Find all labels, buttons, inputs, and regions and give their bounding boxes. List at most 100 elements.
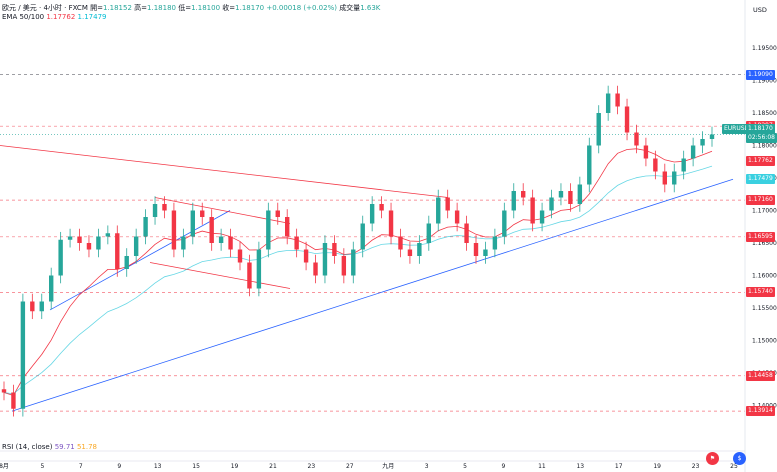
price-tag[interactable]: 1.17762 bbox=[746, 155, 775, 166]
candle-body bbox=[360, 223, 365, 250]
currency-label[interactable]: USD bbox=[753, 6, 767, 14]
candle-body bbox=[672, 171, 677, 185]
y-tick-label: 1.15500 bbox=[752, 305, 777, 312]
x-tick-label: 7 bbox=[79, 463, 83, 470]
candle-body bbox=[181, 236, 186, 250]
candle-body bbox=[332, 243, 337, 256]
candle-body bbox=[285, 217, 290, 237]
candle-body bbox=[228, 236, 233, 250]
candle-body bbox=[11, 392, 16, 409]
candle-body bbox=[247, 262, 252, 289]
price-tag[interactable]: EURUSD bbox=[722, 124, 752, 135]
candle-body bbox=[237, 249, 243, 263]
x-tick-label: 15 bbox=[192, 463, 200, 470]
low-value: 1.18100 bbox=[191, 4, 221, 12]
y-tick-label: 1.18500 bbox=[752, 110, 777, 117]
rsi-legend[interactable]: RSI (14, close) 59.71 51.78 bbox=[2, 443, 97, 451]
candle-body bbox=[502, 210, 507, 237]
y-tick-label: 1.14000 bbox=[752, 403, 777, 410]
y-tick-label: 1.16000 bbox=[752, 273, 777, 280]
x-tick-label: 25 bbox=[730, 463, 738, 470]
ema100-value: 1.17479 bbox=[77, 13, 107, 21]
price-tag[interactable]: 1.14458 bbox=[746, 370, 775, 381]
support-trendline-short bbox=[49, 210, 231, 311]
price-tag[interactable]: 1.15740 bbox=[746, 287, 775, 298]
high-label: 高= bbox=[134, 4, 148, 12]
x-tick-label: 17 bbox=[615, 463, 623, 470]
candle-body bbox=[1, 389, 7, 393]
price-tag[interactable]: 1.17160 bbox=[746, 195, 775, 206]
candle-body bbox=[445, 197, 450, 211]
close-value: 1.18170 bbox=[235, 4, 265, 12]
channel-bottom bbox=[149, 262, 291, 289]
price-tag[interactable]: 1.16595 bbox=[746, 231, 775, 242]
candle-body bbox=[690, 145, 696, 159]
x-tick-label: 5 bbox=[41, 463, 45, 470]
candle-body bbox=[218, 236, 224, 243]
x-tick-label: 23 bbox=[308, 463, 316, 470]
candle-body bbox=[577, 184, 583, 204]
candle-body bbox=[426, 223, 431, 243]
high-value: 1.18180 bbox=[147, 4, 176, 12]
x-tick-label: 9 bbox=[117, 463, 121, 470]
currency-icon[interactable]: $ bbox=[733, 452, 746, 465]
candle-body bbox=[369, 204, 375, 224]
price-tag[interactable]: 1.17479 bbox=[746, 174, 775, 185]
price-tag[interactable]: 1.18170 bbox=[746, 124, 775, 135]
candle-body bbox=[30, 301, 35, 312]
x-tick-label: 21 bbox=[269, 463, 277, 470]
x-tick-label: 13 bbox=[576, 463, 584, 470]
candle-body bbox=[568, 191, 573, 204]
ema50-line bbox=[3, 148, 713, 396]
candle-body bbox=[162, 204, 167, 211]
candle-body bbox=[133, 236, 139, 256]
candle-body bbox=[511, 191, 516, 211]
flag-icon[interactable]: ⚑ bbox=[706, 452, 719, 465]
candle-body bbox=[521, 191, 526, 198]
candle-body bbox=[634, 132, 639, 146]
candle-body bbox=[539, 210, 545, 224]
price-tag[interactable]: 1.19090 bbox=[746, 69, 775, 80]
x-tick-label: 13 bbox=[154, 463, 162, 470]
ema-legend[interactable]: EMA 50/100 1.17762 1.17479 bbox=[2, 13, 106, 21]
x-tick-label: 23 bbox=[692, 463, 700, 470]
y-tick-label: 1.19500 bbox=[752, 45, 777, 52]
candle-body bbox=[709, 134, 715, 139]
candle-body bbox=[256, 249, 262, 289]
price-tag[interactable]: 02:56:08 bbox=[746, 133, 777, 144]
x-tick-label: 3 bbox=[425, 463, 429, 470]
x-tick-label: 8月 bbox=[0, 463, 9, 470]
candle-body bbox=[549, 197, 554, 211]
candle-body bbox=[77, 236, 82, 243]
candle-body bbox=[124, 256, 129, 269]
rsi-value-1: 59.71 bbox=[54, 443, 75, 451]
candle-body bbox=[558, 191, 564, 198]
symbol-title[interactable]: 欧元 / 美元 · 4小时 · FXCM bbox=[2, 4, 88, 12]
candle-body bbox=[105, 233, 111, 237]
candle-body bbox=[492, 236, 498, 250]
candle-body bbox=[473, 243, 479, 256]
candle-body bbox=[209, 217, 214, 243]
candle-body bbox=[303, 249, 309, 263]
candle-body bbox=[407, 249, 413, 256]
y-tick-label: 1.17000 bbox=[752, 208, 777, 215]
ema-label: EMA 50/100 bbox=[2, 13, 45, 21]
candle-body bbox=[351, 249, 356, 276]
candle-body bbox=[275, 210, 280, 217]
volume-label: 成交量 bbox=[339, 4, 361, 12]
symbol-ohlc-header: 欧元 / 美元 · 4小时 · FXCM 開=1.18152 高=1.18180… bbox=[2, 3, 380, 13]
candle-body bbox=[653, 158, 658, 172]
candle-body bbox=[681, 158, 686, 172]
open-label: 開= bbox=[90, 4, 103, 12]
price-tag[interactable]: 1.13914 bbox=[746, 406, 775, 417]
candle-body bbox=[143, 217, 148, 237]
candle-body bbox=[294, 236, 299, 250]
candle-body bbox=[86, 243, 92, 250]
y-tick-label: 1.19000 bbox=[752, 78, 777, 85]
resistance-trendline bbox=[0, 145, 449, 198]
candle-body bbox=[58, 239, 63, 276]
candle-body bbox=[96, 236, 101, 250]
candle-body bbox=[700, 139, 705, 146]
candle-body bbox=[115, 233, 120, 269]
